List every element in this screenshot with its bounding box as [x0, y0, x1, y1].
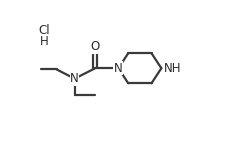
Text: O: O: [91, 40, 100, 53]
Text: N: N: [114, 62, 123, 75]
Text: N: N: [70, 72, 79, 85]
Text: H: H: [40, 35, 49, 48]
Text: NH: NH: [164, 62, 182, 75]
Text: Cl: Cl: [39, 24, 50, 37]
